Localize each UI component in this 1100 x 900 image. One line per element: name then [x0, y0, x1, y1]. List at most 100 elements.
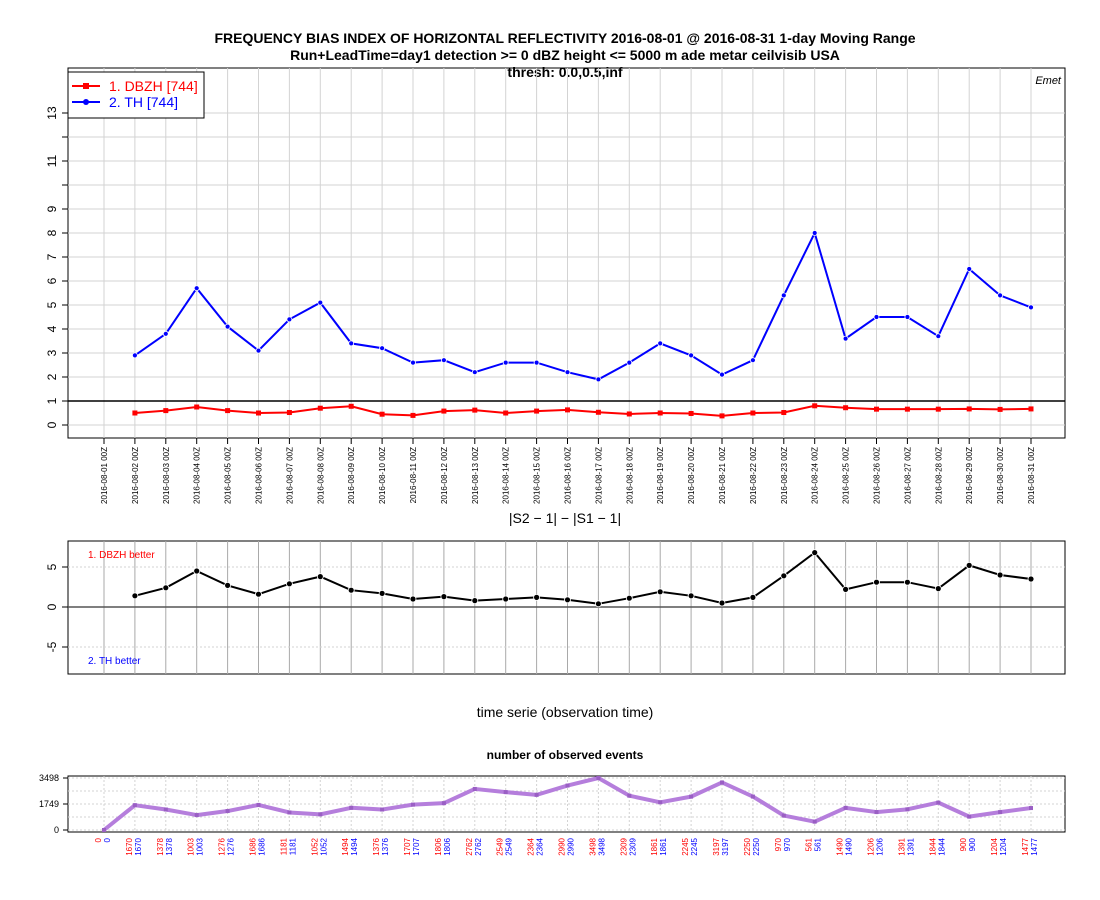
count-label-red: 1686 — [249, 837, 258, 855]
x-tick-label: 2016-08-10 00Z — [378, 447, 387, 504]
data-point-count — [503, 790, 508, 795]
data-point-count — [720, 780, 724, 785]
y-tick-label: 8 — [45, 229, 59, 236]
count-label-blue: 2549 — [505, 837, 514, 855]
panel-counts-labels: 0 1670 1378 1003 1276 1686 1181 1052 1494 1376 170… — [94, 837, 1039, 855]
count-label-red: 1670 — [125, 837, 134, 855]
data-point-th — [626, 359, 633, 366]
count-label-red: 1378 — [156, 837, 165, 855]
data-point-count — [565, 783, 570, 788]
count-label-blue: 1861 — [659, 837, 668, 855]
x-tick-label: 2016-08-05 00Z — [224, 447, 233, 504]
count-label-blue: 1376 — [381, 837, 390, 855]
data-point-dbzh — [966, 406, 972, 412]
x-tick-label: 2016-08-18 00Z — [625, 447, 634, 504]
count-label-red: 1477 — [1021, 837, 1030, 855]
data-point-th — [131, 352, 138, 359]
count-label-blue: 561 — [814, 837, 823, 851]
count-label-blue: 1707 — [412, 837, 421, 855]
data-point-diff — [316, 573, 324, 580]
data-point-count — [225, 809, 230, 814]
data-point-th — [873, 314, 880, 320]
x-tick-label: 2016-08-23 00Z — [780, 447, 789, 504]
data-point-count — [380, 807, 385, 812]
x-tick-label: 2016-08-20 00Z — [687, 447, 696, 504]
count-label-red: 1181 — [279, 837, 288, 855]
count-label-blue: 3197 — [721, 837, 730, 855]
x-tick-label: 2016-08-31 00Z — [1027, 447, 1036, 504]
count-label-red: 0 — [94, 837, 103, 842]
count-label-blue: 2250 — [752, 837, 761, 855]
y-tick-label: 9 — [45, 205, 59, 212]
count-label-blue: 2245 — [690, 837, 699, 855]
data-point-th — [750, 357, 756, 364]
data-point-diff — [502, 595, 510, 603]
data-point-dbzh — [781, 410, 787, 416]
data-point-diff — [471, 597, 479, 604]
x-tick-label: 2016-08-14 00Z — [502, 447, 511, 504]
count-label-red: 1806 — [434, 837, 443, 855]
count-label-red: 2549 — [496, 837, 505, 855]
data-point-th — [842, 335, 849, 342]
data-point-dbzh — [935, 406, 941, 412]
count-label-blue: 2762 — [474, 837, 483, 855]
data-point-dbzh — [472, 407, 478, 413]
data-point-th — [1028, 304, 1034, 311]
count-label-red: 970 — [774, 837, 783, 851]
data-point-count — [318, 812, 323, 817]
panel-fbi-frame — [67, 67, 1066, 439]
data-point-diff — [440, 593, 448, 600]
panel-counts: number of observed events 0 1749 3498 0 167… — [39, 748, 1066, 856]
data-point-count — [256, 802, 261, 807]
y-tick-label: 5 — [45, 301, 59, 308]
data-point-th — [317, 299, 324, 306]
legend: 1. DBZH [744] 2. TH [744] — [67, 71, 205, 119]
x-tick-label: 2016-08-25 00Z — [842, 447, 851, 504]
count-label-red: 1391 — [897, 837, 906, 855]
data-point-diff — [224, 582, 232, 589]
x-tick-label: 2016-08-01 00Z — [100, 447, 109, 504]
y-tick-label: 0 — [45, 421, 59, 428]
data-point-th — [286, 316, 293, 323]
count-label-red: 1494 — [341, 837, 350, 855]
data-point-th — [410, 359, 416, 366]
data-point-dbzh — [812, 403, 818, 409]
count-label-red: 3197 — [712, 837, 721, 855]
panel-diff-y-axis: -5 0 5 — [45, 563, 68, 652]
chart-subtitle-2: thresh: 0.0,0.5,inf — [507, 64, 622, 80]
count-label-blue: 1844 — [937, 837, 946, 855]
data-point-count — [967, 814, 972, 819]
x-tick-label: 2016-08-19 00Z — [656, 447, 665, 504]
count-label-red: 561 — [805, 837, 814, 851]
data-point-th — [533, 359, 540, 366]
data-point-diff — [378, 590, 386, 597]
data-point-dbzh — [657, 410, 663, 416]
count-label-red: 1707 — [403, 837, 412, 855]
data-point-diff — [285, 580, 293, 588]
data-point-dbzh — [904, 406, 910, 412]
count-label-red: 3498 — [588, 837, 597, 855]
data-point-th — [966, 266, 973, 272]
data-point-dbzh — [132, 410, 138, 416]
count-label-red: 1376 — [372, 837, 381, 855]
y-tick-label: 5 — [45, 563, 59, 570]
data-point-diff — [904, 578, 911, 586]
count-label-blue: 1494 — [350, 837, 359, 855]
count-label-red: 2245 — [681, 837, 690, 855]
data-point-diff — [1027, 575, 1035, 583]
data-point-dbzh — [595, 409, 601, 415]
y-tick-label: -5 — [45, 641, 59, 652]
panel-diff-title: |S2 − 1| − |S1 − 1| — [509, 510, 621, 526]
data-point-count — [472, 786, 477, 791]
data-point-count — [349, 805, 354, 810]
y-tick-label: 6 — [45, 277, 59, 284]
data-point-th — [255, 347, 262, 354]
x-tick-label: 2016-08-08 00Z — [316, 447, 325, 504]
data-point-count — [781, 813, 786, 818]
data-point-dbzh — [410, 412, 416, 418]
data-point-dbzh — [163, 408, 169, 414]
data-point-dbzh — [317, 405, 323, 411]
x-tick-label: 2016-08-03 00Z — [162, 447, 171, 504]
data-point-th — [440, 357, 447, 364]
data-point-diff — [625, 594, 633, 602]
